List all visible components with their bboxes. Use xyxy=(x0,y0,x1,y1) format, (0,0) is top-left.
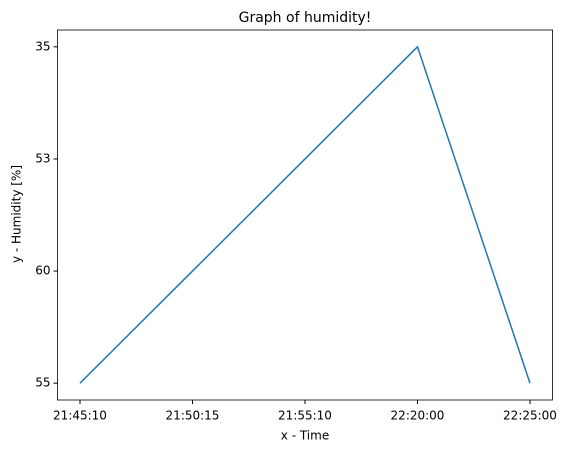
x-tick-label: 21:50:15 xyxy=(166,409,220,423)
x-tick-label: 21:55:10 xyxy=(278,409,332,423)
x-tick-label: 22:20:00 xyxy=(391,409,445,423)
x-tick-label: 22:25:00 xyxy=(503,409,557,423)
y-tick-label: 53 xyxy=(35,151,50,165)
y-tick-label: 55 xyxy=(35,376,50,390)
x-tick-label: 21:45:10 xyxy=(53,409,107,423)
y-axis-label: y - Humidity [%] xyxy=(10,165,24,263)
plot-frame xyxy=(57,29,553,401)
chart-title: Graph of humidity! xyxy=(239,10,372,26)
y-tick-label: 60 xyxy=(35,264,50,278)
y-tick-label: 35 xyxy=(35,39,50,53)
line-series xyxy=(79,45,531,384)
x-axis-label: x - Time xyxy=(281,429,329,443)
